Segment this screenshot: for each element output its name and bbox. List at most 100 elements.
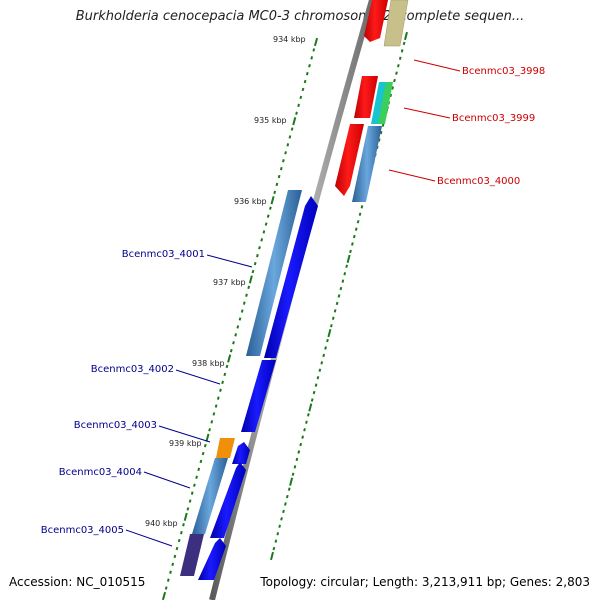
gene-Bcenmc03_4002[interactable] (241, 360, 276, 432)
scale-tick (356, 220, 360, 224)
gene-block[interactable] (371, 82, 388, 124)
scale-tick (247, 285, 251, 290)
scale-tick (186, 507, 190, 511)
scale-tick (291, 472, 295, 476)
gene-arrow[interactable] (264, 196, 318, 358)
scale-tick (199, 459, 203, 464)
scale-tick (346, 254, 351, 263)
scale-tick (234, 333, 238, 337)
gene-labels-left[interactable]: Bcenmc03_4001 Bcenmc03_4002 Bcenmc03_400… (41, 249, 205, 536)
scale-tick (312, 390, 316, 395)
scale-tick (310, 398, 314, 402)
gene-Bcenmc03_4000[interactable] (335, 124, 364, 196)
tick-label: 934 kbp (273, 35, 306, 44)
gene-arrow[interactable] (210, 462, 246, 538)
scale-tick (377, 138, 381, 142)
scale-tick (270, 551, 274, 561)
gene-arrow[interactable] (198, 538, 226, 580)
gene-block[interactable] (378, 82, 393, 124)
gene-Bcenmc03_4005[interactable] (180, 534, 204, 576)
scale-tick (238, 317, 242, 321)
gene-Bcenmc03_3999[interactable] (352, 126, 382, 202)
scale-tick (290, 127, 294, 131)
scale-tick (258, 246, 261, 250)
gene-label: Bcenmc03_4004 (59, 467, 142, 478)
gene-arrow[interactable] (364, 0, 388, 42)
scale-tick (173, 554, 177, 559)
scale-tick (277, 174, 281, 179)
scale-tick (295, 111, 298, 115)
scale-tick (266, 214, 270, 218)
gene-Bcenmc03_4004[interactable] (192, 458, 228, 534)
scale-tick (262, 230, 266, 234)
tick-label: 940 kbp (145, 519, 178, 528)
scale-tick (393, 78, 396, 83)
scale-labels: 934 kbp 935 kbp 936 kbp 937 kbp 938 kbp … (145, 35, 306, 528)
scale-tick (301, 87, 305, 92)
gene-labels-right[interactable]: Bcenmc03_3998 Bcenmc03_3999 Bcenmc03_400… (437, 66, 545, 187)
scale-tick (301, 435, 304, 439)
scale-tick (381, 123, 385, 127)
forward-strand-genes[interactable] (180, 190, 318, 580)
scale-tick (275, 182, 279, 187)
scale-tick (297, 103, 300, 108)
scale-tick (284, 151, 287, 155)
scale-tick (180, 530, 183, 535)
scale-tick (223, 372, 227, 377)
scale-tick (320, 361, 324, 365)
scale-tick (343, 272, 347, 276)
topology-text: Topology: circular; Length: 3,213,911 bp… (260, 575, 590, 589)
gene-Bcenmc03_4003[interactable] (216, 438, 235, 458)
scale-tick (269, 206, 272, 210)
gene-Bcenmc03_3998[interactable] (354, 76, 378, 118)
scale-tick (339, 286, 343, 291)
gene-label: Bcenmc03_4003 (74, 420, 157, 431)
scale-tick (331, 316, 335, 320)
gene-label: Bcenmc03_4000 (437, 176, 520, 187)
reverse-strand-genes[interactable] (335, 0, 409, 202)
scale-tick (272, 546, 276, 551)
scale-tick (171, 562, 175, 567)
scale-tick (212, 412, 216, 416)
scale-tick (299, 442, 303, 447)
scale-tick (287, 487, 291, 491)
scale-tick (351, 242, 354, 246)
label-leaders (125, 59, 461, 547)
scale-tick (308, 64, 311, 68)
gene-Bcenmc03_4001[interactable] (246, 190, 302, 356)
scale-tick (248, 275, 253, 284)
scale-tick (183, 512, 188, 521)
scale-tick (278, 524, 281, 528)
tick-label: 936 kbp (234, 197, 267, 206)
scale-tick (327, 329, 332, 338)
gene-arrow[interactable] (232, 442, 250, 464)
scale-tick (282, 159, 285, 163)
scale-tick (282, 509, 285, 514)
scale-tick (395, 71, 398, 75)
scale-tick (295, 457, 299, 462)
scale-tick (389, 93, 393, 98)
scale-tick (316, 376, 320, 380)
scale-tick (175, 546, 179, 551)
scale-tick (322, 353, 326, 358)
scale-tick (270, 196, 275, 205)
scale-tick (274, 539, 278, 543)
scale-tick (379, 130, 383, 135)
scale-tick (166, 578, 170, 582)
scale-tick (208, 428, 211, 432)
gene-label: Bcenmc03_4005 (41, 525, 124, 536)
scale-tick (182, 523, 185, 527)
scale-tick (312, 48, 316, 52)
scale-tick (210, 420, 214, 424)
scale-tick (337, 294, 341, 298)
scale-tick (305, 71, 309, 76)
gene-block[interactable] (383, 0, 409, 47)
scale-tick (303, 428, 306, 432)
scale-tick (292, 117, 297, 126)
scale-tick (402, 41, 406, 46)
scale-tick (335, 301, 339, 306)
scale-tick (288, 135, 292, 139)
scale-tick (360, 205, 364, 209)
